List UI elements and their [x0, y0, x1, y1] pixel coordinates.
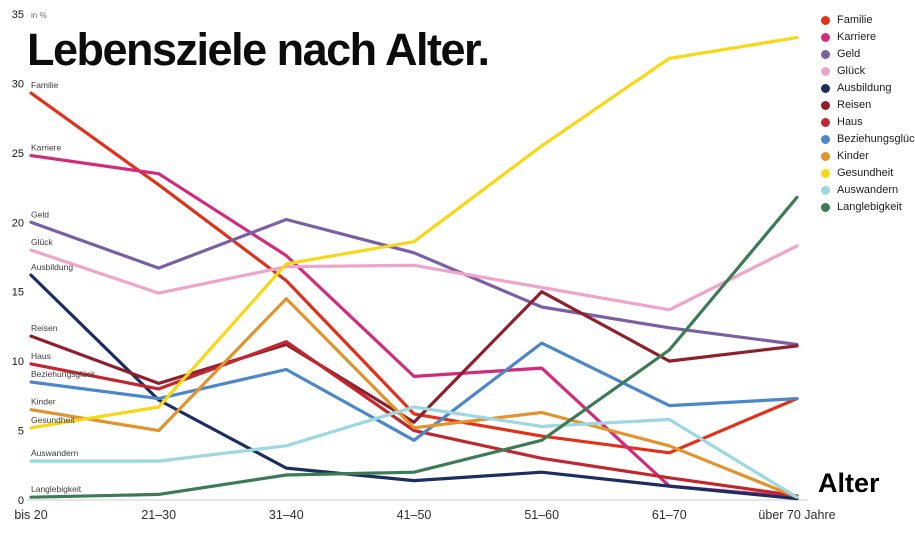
- legend-item: Familie: [821, 15, 915, 26]
- legend-label: Kinder: [837, 150, 869, 162]
- legend-item: Kinder: [821, 151, 915, 162]
- series-start-label: Karriere: [31, 143, 62, 153]
- series-line-gesundheit: [29, 35, 799, 430]
- series-line-auswandern: [29, 405, 799, 499]
- x-tick-label: 41–50: [397, 508, 432, 522]
- legend-label: Beziehungsglück: [837, 133, 915, 145]
- legend-swatch-icon: [821, 152, 830, 161]
- y-axis-unit-label: in %: [31, 11, 47, 20]
- series-line-geld: [29, 217, 799, 347]
- legend-label: Glück: [837, 65, 866, 77]
- legend-swatch-icon: [821, 16, 830, 25]
- legend-label: Ausbildung: [837, 82, 892, 94]
- legend-swatch-icon: [821, 50, 830, 59]
- x-tick-label: 51–60: [524, 508, 559, 522]
- series-line-glück: [29, 244, 799, 312]
- series-start-label: Auswandern: [31, 448, 79, 458]
- legend-swatch-icon: [821, 33, 830, 42]
- x-tick-label: 61–70: [652, 508, 687, 522]
- chart-title: Lebensziele nach Alter.: [27, 24, 490, 75]
- series-start-label: Gesundheit: [31, 415, 75, 425]
- legend-item: Ausbildung: [821, 83, 915, 94]
- legend-item: Karriere: [821, 32, 915, 43]
- series-start-label: Reisen: [31, 323, 58, 333]
- legend-swatch-icon: [821, 169, 830, 178]
- y-tick-label: 0: [18, 495, 24, 507]
- y-tick-label: 15: [12, 287, 24, 299]
- legend-label: Gesundheit: [837, 167, 894, 179]
- legend-swatch-icon: [821, 67, 830, 76]
- legend-item: Gesundheit: [821, 168, 915, 179]
- x-tick-label: 21–30: [141, 508, 176, 522]
- legend-item: Glück: [821, 66, 915, 77]
- legend-label: Auswandern: [837, 184, 899, 196]
- y-tick-label: 10: [12, 356, 24, 368]
- legend-label: Familie: [837, 14, 873, 26]
- legend-swatch-icon: [821, 135, 830, 144]
- legend: Familie Karriere Geld Glück Ausbildung Reisen…: [821, 15, 915, 213]
- series-start-label: Geld: [31, 209, 49, 219]
- legend-label: Reisen: [837, 99, 872, 111]
- legend-swatch-icon: [821, 203, 830, 212]
- series-start-label: Kinder: [31, 397, 56, 407]
- legend-swatch-icon: [821, 118, 830, 127]
- series-line-haus: [29, 340, 799, 498]
- series-start-label: Glück: [31, 237, 53, 247]
- y-tick-label: 5: [18, 426, 24, 438]
- series-line-langlebigkeit: [29, 195, 799, 499]
- y-tick-label: 20: [12, 217, 24, 229]
- series-line-reisen: [29, 290, 799, 424]
- legend-label: Langlebigkeit: [837, 201, 902, 213]
- legend-swatch-icon: [821, 186, 830, 195]
- series-line-beziehungsglück: [29, 341, 799, 442]
- legend-label: Karriere: [837, 31, 877, 43]
- legend-item: Haus: [821, 117, 915, 128]
- legend-item: Langlebigkeit: [821, 202, 915, 213]
- series-start-label: Familie: [31, 80, 59, 90]
- x-tick-label: über 70 Jahre: [758, 508, 835, 522]
- legend-swatch-icon: [821, 84, 830, 93]
- series-line-kinder: [29, 297, 799, 499]
- series-start-label: Haus: [31, 351, 51, 361]
- legend-label: Geld: [837, 48, 861, 60]
- x-axis-title: Alter: [818, 468, 880, 498]
- x-tick-label: bis 20: [14, 508, 47, 522]
- legend-swatch-icon: [821, 101, 830, 110]
- y-tick-label: 35: [12, 9, 24, 21]
- series-start-label: Langlebigkeit: [31, 484, 82, 494]
- x-tick-label: 31–40: [269, 508, 304, 522]
- legend-item: Reisen: [821, 100, 915, 111]
- legend-item: Geld: [821, 49, 915, 60]
- series-start-label: Ausbildung: [31, 262, 73, 272]
- y-tick-label: 25: [12, 148, 24, 160]
- legend-item: Beziehungsglück: [821, 134, 915, 145]
- series-start-label: Beziehungsglück: [31, 369, 96, 379]
- series-line-familie: [29, 91, 799, 455]
- y-tick-label: 30: [12, 78, 24, 90]
- legend-label: Haus: [837, 116, 863, 128]
- legend-item: Auswandern: [821, 185, 915, 196]
